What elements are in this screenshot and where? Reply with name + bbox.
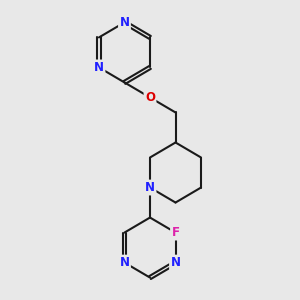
Text: N: N (170, 256, 181, 269)
Text: N: N (119, 16, 130, 29)
Text: N: N (145, 181, 155, 194)
Text: F: F (172, 226, 179, 239)
Text: N: N (119, 256, 130, 269)
Text: N: N (94, 61, 104, 74)
Text: O: O (145, 91, 155, 104)
